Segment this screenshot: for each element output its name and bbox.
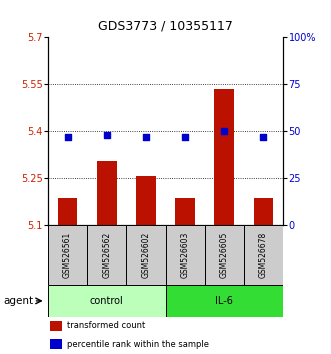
Text: GDS3773 / 10355117: GDS3773 / 10355117: [98, 19, 233, 33]
Point: [182, 134, 188, 139]
Bar: [50, 321, 62, 331]
Text: control: control: [90, 296, 123, 306]
Bar: [87, 225, 126, 285]
Bar: [97, 161, 117, 225]
Bar: [205, 225, 244, 285]
Bar: [58, 198, 77, 225]
Bar: [166, 225, 205, 285]
Text: GSM526561: GSM526561: [63, 232, 72, 278]
Point: [222, 128, 227, 134]
Bar: [126, 225, 166, 285]
Point: [261, 134, 266, 139]
Point: [65, 134, 70, 139]
Bar: [48, 225, 87, 285]
Bar: [214, 89, 234, 225]
Text: IL-6: IL-6: [215, 296, 233, 306]
Bar: [244, 225, 283, 285]
Point: [104, 132, 109, 138]
Point: [143, 134, 149, 139]
Text: transformed count: transformed count: [67, 321, 145, 330]
Text: GSM526605: GSM526605: [220, 232, 229, 278]
Text: GSM526602: GSM526602: [141, 232, 150, 278]
Bar: [136, 176, 156, 225]
Text: agent: agent: [3, 296, 33, 306]
Text: GSM526562: GSM526562: [102, 232, 111, 278]
Bar: [175, 198, 195, 225]
Bar: [48, 285, 166, 317]
Text: GSM526603: GSM526603: [181, 232, 190, 278]
Bar: [254, 198, 273, 225]
Text: GSM526678: GSM526678: [259, 232, 268, 278]
Bar: [50, 339, 62, 349]
Bar: [166, 285, 283, 317]
Text: percentile rank within the sample: percentile rank within the sample: [67, 339, 209, 349]
